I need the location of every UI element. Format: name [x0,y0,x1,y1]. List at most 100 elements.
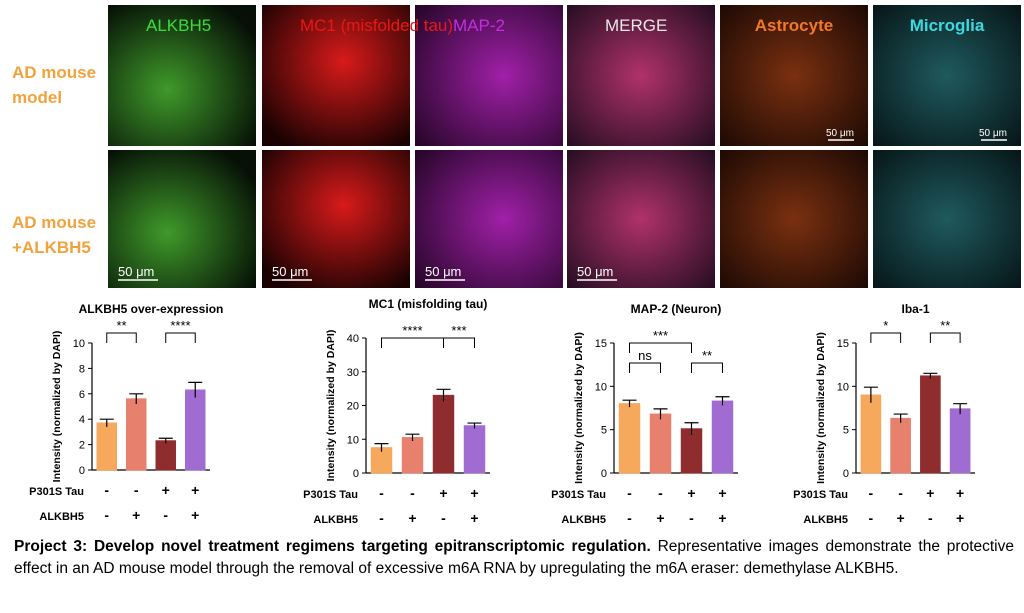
condition-value: - [627,510,632,526]
error-bar [863,386,878,403]
y-tick-label: 5 [843,425,849,437]
condition-value: + [956,485,964,501]
significance-label: *** [451,323,466,338]
y-axis-label: Intensity (normalized by DAPI) [573,332,585,484]
row-label: model [12,88,62,107]
condition-value: + [132,507,140,523]
error-bar [374,443,389,452]
scale-bar-label: 50 μm [577,264,613,279]
error-bar [684,422,699,435]
micrograph [720,5,868,146]
bar [618,403,641,474]
y-tick-label: 10 [73,338,85,350]
bar [949,408,971,474]
condition-value: - [379,510,384,526]
micrograph [262,150,410,288]
condition-value: + [439,485,447,501]
significance-bracket [691,362,723,373]
y-tick-label: 20 [347,401,359,413]
condition-value: - [898,485,903,501]
error-bar [158,437,173,444]
condition-value: - [869,485,874,501]
condition-value: + [408,510,416,526]
condition-value: + [191,482,199,498]
y-tick-label: 0 [353,468,359,480]
significance-label: ** [702,348,712,363]
bar [920,375,941,474]
condition-value: - [104,507,109,523]
significance-label: * [883,318,888,333]
significance-label: ** [116,318,126,333]
column-label: MERGE [605,16,667,35]
condition-name: P301S Tau [29,486,84,498]
micrograph [567,5,715,146]
y-axis-label: Intensity (normalized by DAPI) [325,330,337,482]
micrograph [720,150,868,288]
charts: ALKBH5 over-expression Intensity (normali… [29,297,975,526]
scale-bar-label: 50 μm [979,128,1007,139]
chart-title: ALKBH5 over-expression [79,302,224,316]
error-bar [715,396,730,406]
significance-bracket [629,342,692,353]
bar [432,394,455,474]
condition-name: P301S Tau [303,489,358,501]
condition-value: + [897,510,905,526]
error-bar [622,399,637,408]
scale-bar-label: 50 μm [826,128,854,139]
condition-value: + [926,485,934,501]
significance-bracket [165,332,196,343]
condition-value: + [687,485,695,501]
condition-value: - [379,485,384,501]
y-tick-label: 10 [595,381,607,393]
micrograph [873,150,1021,288]
bar [96,422,117,471]
chart-title: MC1 (misfolding tau) [369,297,488,311]
y-tick-label: 40 [347,333,359,345]
y-tick-label: 30 [347,367,359,379]
row-label: +ALKBH5 [12,238,91,257]
error-bar [953,403,968,415]
bar [155,440,176,471]
chart-title: MAP-2 (Neuron) [631,302,722,316]
y-tick-label: 10 [347,434,359,446]
bar [463,425,486,474]
significance-bracket [443,337,475,348]
y-tick-label: 8 [79,363,85,375]
condition-value: - [104,482,109,498]
bar [711,400,734,474]
condition-value: + [656,510,664,526]
y-axis-label: Intensity (normalized by DAPI) [815,332,827,484]
condition-name: ALKBH5 [313,514,358,526]
scale-bar-label: 50 μm [425,264,461,279]
condition-value: + [470,485,478,501]
error-bar [923,372,938,379]
y-tick-label: 10 [837,381,849,393]
condition-value: + [956,510,964,526]
significance-bracket [929,332,961,343]
y-tick-label: 15 [837,338,849,350]
condition-value: + [718,510,726,526]
figure: ALKBH5 MC1 (misfolded tau) MAP-2 MERGE Astro… [12,5,1021,526]
column-label: ALKBH5 [146,16,211,35]
y-axis-label: Intensity (normalized by DAPI) [51,331,63,483]
condition-value: + [718,485,726,501]
column-label: Astrocyte [755,16,833,35]
bar [126,398,147,471]
column-label: MAP-2 [453,16,505,35]
micrograph [415,5,563,146]
condition-value: - [689,510,694,526]
significance-label: **** [402,323,422,338]
condition-value: + [191,507,199,523]
significance-label: **** [170,318,190,333]
bar [185,389,206,471]
bar [401,437,424,474]
micrographs: ALKBH5 MC1 (misfolded tau) MAP-2 MERGE Astro… [12,5,1021,288]
bar [860,394,882,474]
column-label: MC1 (misfolded tau) [300,16,453,35]
micrograph [108,150,256,288]
micrograph [567,150,715,288]
chart-title: Iba-1 [901,302,929,316]
y-tick-label: 0 [601,468,607,480]
error-bar [129,393,144,404]
